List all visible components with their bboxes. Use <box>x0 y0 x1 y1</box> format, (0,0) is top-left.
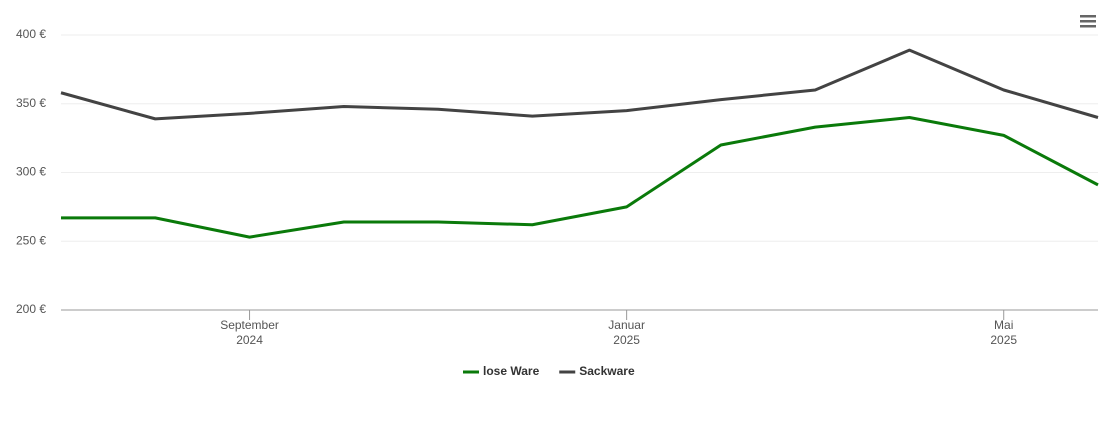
x-tick-label: Mai <box>994 318 1013 332</box>
y-tick-label: 200 € <box>16 302 46 316</box>
x-tick-label: September <box>220 318 279 332</box>
x-tick-label: 2024 <box>236 333 263 347</box>
menu-button[interactable] <box>1080 15 1096 28</box>
line <box>60 48 1099 121</box>
legend-label: Sackware <box>579 364 635 378</box>
x-tick-label: 2025 <box>990 333 1017 347</box>
x-tick-label: Januar <box>608 318 645 332</box>
y-tick-label: 350 € <box>16 96 46 110</box>
y-tick-label: 250 € <box>16 233 46 247</box>
legend-label: lose Ware <box>483 364 540 378</box>
x-tick-label: 2025 <box>613 333 640 347</box>
line <box>61 116 1099 239</box>
y-tick-label: 400 € <box>16 27 46 41</box>
y-tick-label: 300 € <box>16 165 46 179</box>
